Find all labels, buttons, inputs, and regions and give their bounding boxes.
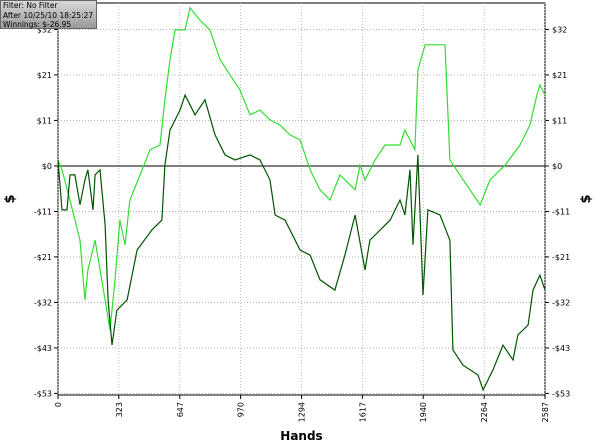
y-tick-label: -$32 [34,298,52,307]
y2-tick-label: $11 [552,116,567,125]
y-tick-label: $32 [37,25,52,34]
y2-tick-label: -$21 [552,253,570,262]
x-tick-label: 2587 [541,402,550,422]
x-tick-label: 323 [115,402,124,417]
x-tick-label: 1617 [358,402,367,422]
y2-tick-label: $32 [552,25,567,34]
info-box: Filter: No Filter After 10/25/10 18:25:2… [0,0,97,29]
x-tick-label: 647 [176,402,185,417]
y2-tick-label: $0 [552,162,562,171]
y-tick-label: -$21 [34,253,52,262]
series-line [57,93,546,392]
x-tick-label: 1294 [298,402,307,422]
y2-tick-label: -$32 [552,298,570,307]
series-line [57,6,546,331]
x-tick-label: 2264 [480,402,489,422]
y-tick-label: $11 [37,116,52,125]
y-tick-label: -$53 [34,389,52,398]
info-line: Filter: No Filter [3,1,58,10]
y-tick-label: $0 [42,162,52,171]
y-tick-label: -$43 [34,344,52,353]
y-tick-label: $21 [37,71,52,80]
info-line: Winnings: $-26.95 [3,20,72,29]
y2-axis-label: $ [579,194,594,203]
x-tick-label: 970 [237,402,246,417]
y2-tick-label: -$53 [552,389,570,398]
info-line: After 10/25/10 18:25:27 [3,10,94,20]
y2-tick-label: $21 [552,71,567,80]
x-tick-label: 0 [54,402,63,407]
x-tick-label: 1940 [419,402,428,422]
y2-tick-label: -$43 [552,344,570,353]
y2-tick-label: -$11 [552,207,570,216]
y-axis-label: $ [3,194,18,203]
x-axis-label: Hands [280,429,322,443]
y-tick-label: -$11 [34,207,52,216]
